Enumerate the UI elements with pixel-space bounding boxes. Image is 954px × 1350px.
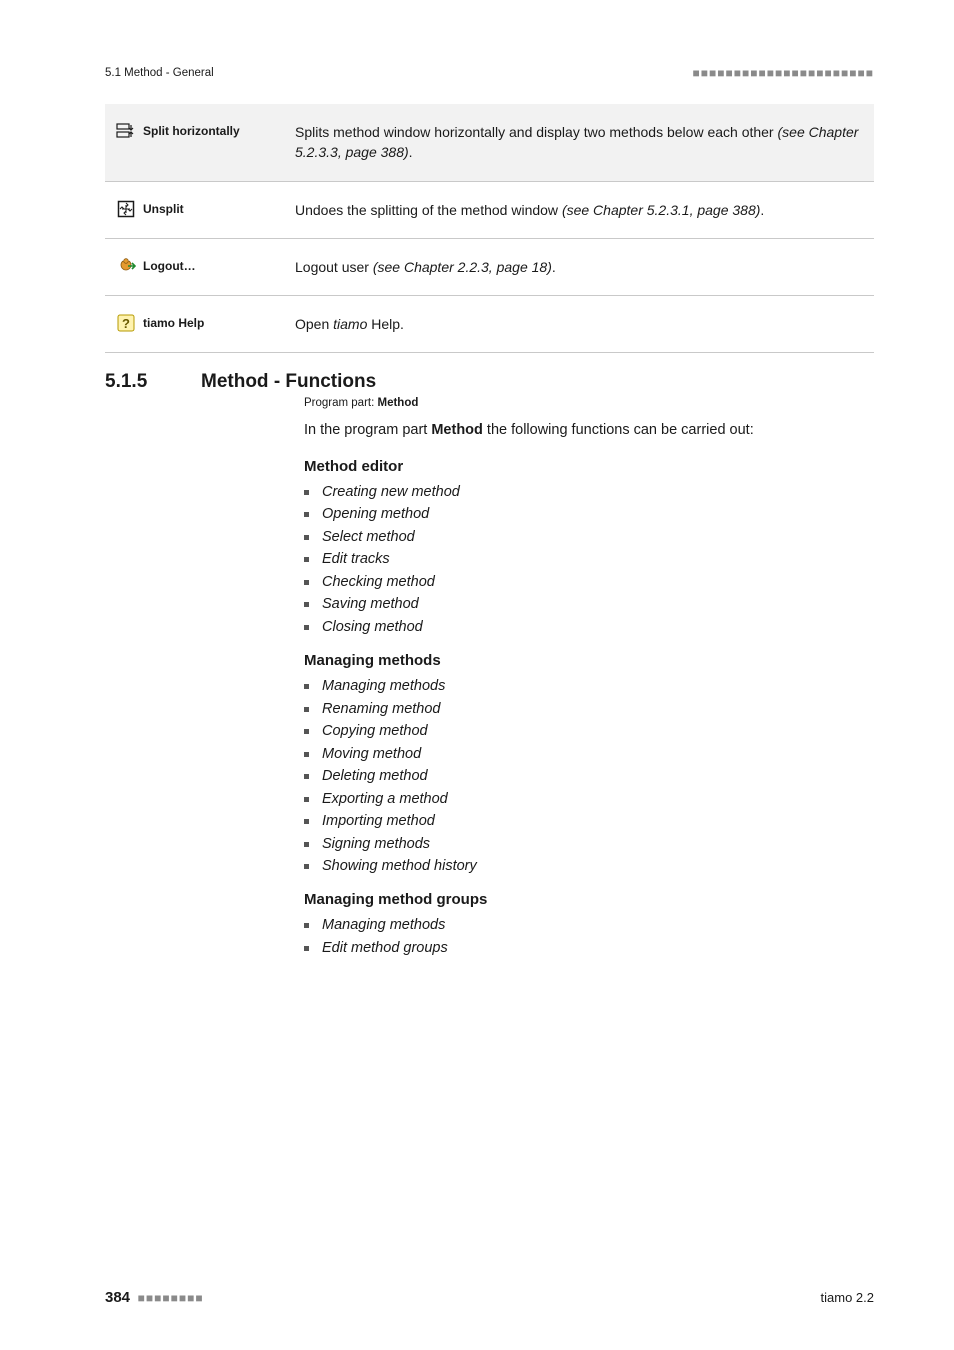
program-part-label: Program part:: [304, 397, 378, 409]
definition-tail: .: [760, 202, 764, 218]
section-number: 5.1.5: [105, 371, 165, 393]
split-horizontal-icon: [115, 122, 137, 140]
definition-tail: Help.: [367, 316, 404, 332]
definition-description: Logout user (see Chapter 2.2.3, page 18)…: [295, 257, 874, 277]
list-item: Checking method: [304, 571, 874, 593]
running-header: 5.1 Method - General ■■■■■■■■■■■■■■■■■■■…: [105, 66, 874, 80]
list-item: Opening method: [304, 503, 874, 525]
function-list: Creating new methodOpening methodSelect …: [304, 481, 874, 638]
definition-text: Open: [295, 316, 333, 332]
definition-reference: tiamo: [333, 316, 367, 332]
definition-term: ? tiamo Help: [105, 314, 295, 332]
logout-icon: [115, 257, 137, 275]
section-heading: 5.1.5 Method - Functions: [105, 371, 874, 393]
definition-description: Undoes the splitting of the method windo…: [295, 200, 874, 220]
definition-reference: (see Chapter 2.2.3, page 18): [373, 259, 552, 275]
list-item: Creating new method: [304, 481, 874, 503]
list-item: Select method: [304, 526, 874, 548]
definition-term-label: Split horizontally: [143, 124, 240, 138]
list-item: Renaming method: [304, 698, 874, 720]
toolbar-definition-table: Split horizontally Splits method window h…: [105, 104, 874, 353]
header-section-label: 5.1 Method - General: [105, 67, 214, 79]
footer-right: tiamo 2.2: [821, 1290, 874, 1305]
sub-heading: Managing methods: [304, 652, 874, 669]
list-item: Signing methods: [304, 833, 874, 855]
definition-text: Splits method window horizontally and di…: [295, 124, 774, 140]
list-item: Moving method: [304, 743, 874, 765]
sub-heading: Method editor: [304, 458, 874, 475]
definition-row: Unsplit Undoes the splitting of the metho…: [105, 182, 874, 239]
list-item: Copying method: [304, 720, 874, 742]
intro-post: the following functions can be carried o…: [483, 422, 754, 438]
page-number: 384: [105, 1289, 130, 1306]
help-icon: ?: [115, 314, 137, 332]
list-item: Edit method groups: [304, 937, 874, 959]
list-item: Edit tracks: [304, 548, 874, 570]
definition-term: Unsplit: [105, 200, 295, 218]
list-item: Closing method: [304, 616, 874, 638]
list-item: Exporting a method: [304, 788, 874, 810]
definition-term: Split horizontally: [105, 122, 295, 140]
content-blocks: Method editor Creating new methodOpening …: [105, 458, 874, 959]
definition-row: Split horizontally Splits method window h…: [105, 104, 874, 182]
list-item: Managing methods: [304, 675, 874, 697]
definition-text: Logout user: [295, 259, 373, 275]
definition-text: Undoes the splitting of the method windo…: [295, 202, 562, 218]
definition-description: Open tiamo Help.: [295, 314, 874, 334]
list-item: Importing method: [304, 810, 874, 832]
list-item: Showing method history: [304, 855, 874, 877]
sub-heading: Managing method groups: [304, 891, 874, 908]
svg-text:?: ?: [122, 316, 130, 331]
definition-term: Logout…: [105, 257, 295, 275]
intro-bold: Method: [431, 422, 483, 438]
definition-tail: .: [409, 144, 413, 160]
definition-term-label: Logout…: [143, 259, 196, 273]
section-intro: In the program part Method the following…: [304, 419, 874, 441]
program-part-line: Program part: Method: [304, 397, 874, 409]
footer-dots: ■■■■■■■■: [138, 1291, 204, 1305]
definition-row: ? tiamo Help Open tiamo Help.: [105, 296, 874, 353]
list-item: Saving method: [304, 593, 874, 615]
intro-pre: In the program part: [304, 422, 431, 438]
function-list: Managing methodsRenaming methodCopying m…: [304, 675, 874, 877]
page-footer: 384 ■■■■■■■■ tiamo 2.2: [105, 1289, 874, 1306]
program-part-value: Method: [378, 397, 419, 409]
footer-left: 384 ■■■■■■■■: [105, 1289, 204, 1306]
section-title: Method - Functions: [201, 371, 376, 393]
definition-reference: (see Chapter 5.2.3.1, page 388): [562, 202, 760, 218]
function-list: Managing methodsEdit method groups: [304, 914, 874, 959]
list-item: Deleting method: [304, 765, 874, 787]
header-dots: ■■■■■■■■■■■■■■■■■■■■■■: [693, 66, 874, 80]
definition-term-label: Unsplit: [143, 202, 184, 216]
list-item: Managing methods: [304, 914, 874, 936]
definition-row: Logout… Logout user (see Chapter 2.2.3, p…: [105, 239, 874, 296]
unsplit-icon: [115, 200, 137, 218]
definition-term-label: tiamo Help: [143, 316, 204, 330]
definition-tail: .: [552, 259, 556, 275]
definition-description: Splits method window horizontally and di…: [295, 122, 874, 163]
